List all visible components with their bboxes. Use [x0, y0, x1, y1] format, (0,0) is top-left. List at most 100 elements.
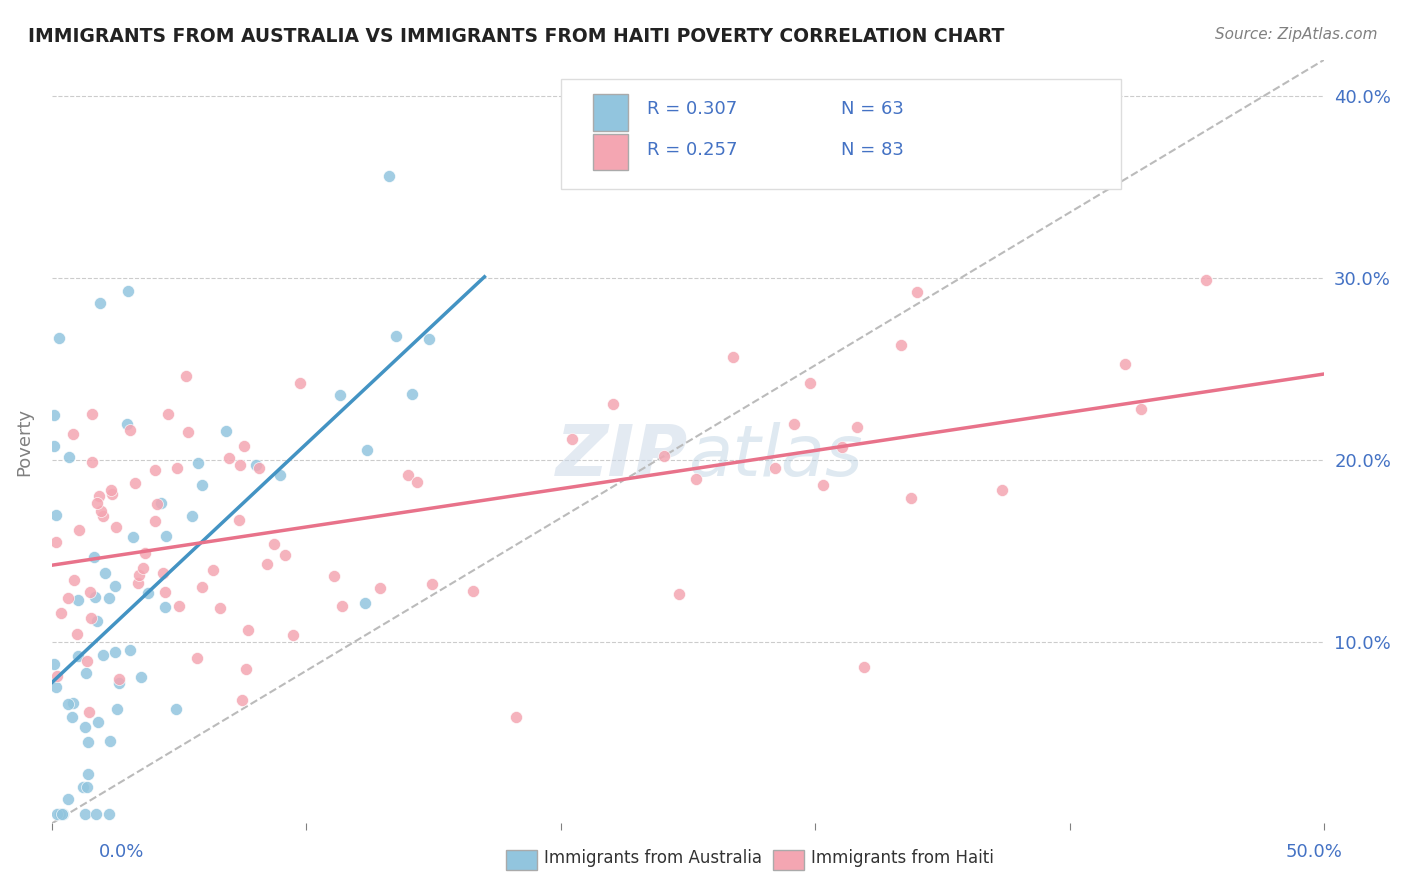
Point — [80, 610, 103, 624]
Point — [46, 807, 69, 822]
Point — [98, 733, 121, 747]
Point — [190, 478, 212, 492]
Point — [84, 807, 107, 822]
FancyBboxPatch shape — [592, 94, 628, 130]
Point — [890, 338, 912, 352]
Point — [104, 520, 127, 534]
Point — [80, 408, 103, 422]
Point — [422, 577, 444, 591]
Point — [67, 523, 90, 537]
Point — [134, 546, 156, 560]
Point — [1195, 273, 1218, 287]
Text: N = 83: N = 83 — [841, 141, 904, 160]
Point — [356, 442, 378, 457]
FancyBboxPatch shape — [592, 134, 628, 170]
Point — [783, 417, 806, 431]
Point — [56, 792, 79, 806]
Point — [76, 654, 98, 668]
Point — [66, 627, 89, 641]
Point — [685, 472, 707, 486]
Point — [60, 710, 83, 724]
Text: Source: ZipAtlas.com: Source: ZipAtlas.com — [1215, 27, 1378, 42]
Point — [288, 376, 311, 390]
Point — [283, 628, 305, 642]
Point — [231, 692, 253, 706]
Point — [63, 573, 86, 587]
Point — [91, 508, 114, 523]
Point — [56, 591, 79, 605]
Point — [136, 586, 159, 600]
Text: atlas: atlas — [688, 422, 863, 491]
Point — [846, 419, 869, 434]
Point — [401, 386, 423, 401]
Point — [177, 425, 200, 439]
Point — [799, 376, 821, 390]
Point — [45, 508, 67, 522]
Point — [75, 665, 97, 680]
Text: 50.0%: 50.0% — [1286, 843, 1343, 861]
Point — [1129, 402, 1152, 417]
Point — [852, 659, 875, 673]
Point — [900, 491, 922, 505]
Point — [145, 497, 167, 511]
Point — [145, 514, 167, 528]
Point — [104, 579, 127, 593]
Point — [82, 455, 104, 469]
Point — [166, 460, 188, 475]
Point — [129, 670, 152, 684]
Point — [77, 735, 100, 749]
FancyBboxPatch shape — [561, 78, 1121, 189]
Point — [120, 423, 142, 437]
Point — [354, 596, 377, 610]
Point — [215, 425, 238, 439]
Text: R = 0.307: R = 0.307 — [647, 100, 738, 118]
Point — [218, 451, 240, 466]
Point — [186, 651, 208, 665]
Point — [45, 680, 67, 694]
Point — [396, 468, 419, 483]
Point — [232, 439, 254, 453]
Point — [167, 599, 190, 613]
Point — [143, 463, 166, 477]
Point — [181, 508, 204, 523]
Point — [76, 780, 98, 794]
Point — [44, 408, 66, 422]
Point — [89, 296, 111, 310]
Y-axis label: Poverty: Poverty — [15, 408, 32, 475]
Point — [45, 669, 67, 683]
Point — [56, 697, 79, 711]
Point — [101, 487, 124, 501]
Point — [87, 714, 110, 729]
Text: 0.0%: 0.0% — [98, 843, 143, 861]
Point — [561, 432, 583, 446]
Point — [763, 460, 786, 475]
Point — [45, 535, 67, 549]
Point — [235, 662, 257, 676]
Point — [84, 590, 107, 604]
Point — [128, 567, 150, 582]
Point — [44, 438, 66, 452]
Point — [90, 504, 112, 518]
Point — [187, 457, 209, 471]
Point — [86, 614, 108, 628]
Point — [269, 468, 291, 483]
Point — [49, 606, 72, 620]
Point — [721, 350, 744, 364]
Point — [100, 483, 122, 497]
Point — [156, 408, 179, 422]
Point — [62, 426, 84, 441]
Point — [44, 657, 66, 671]
Point — [602, 397, 624, 411]
Point — [153, 585, 176, 599]
Text: N = 63: N = 63 — [841, 100, 904, 118]
Point — [117, 284, 139, 298]
Point — [378, 169, 401, 183]
Point — [505, 710, 527, 724]
Point — [124, 475, 146, 490]
Text: ZIP: ZIP — [555, 422, 688, 491]
Point — [202, 563, 225, 577]
Point — [67, 593, 90, 607]
Point — [66, 649, 89, 664]
Point — [115, 417, 138, 431]
Point — [77, 706, 100, 720]
